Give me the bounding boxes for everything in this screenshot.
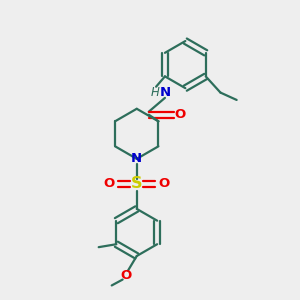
Text: O: O <box>175 108 186 121</box>
Text: N: N <box>131 152 142 165</box>
Text: S: S <box>131 176 142 191</box>
Text: H: H <box>150 86 159 99</box>
Text: O: O <box>104 177 115 190</box>
Text: N: N <box>159 86 170 99</box>
Text: O: O <box>158 177 170 190</box>
Text: O: O <box>120 268 131 282</box>
